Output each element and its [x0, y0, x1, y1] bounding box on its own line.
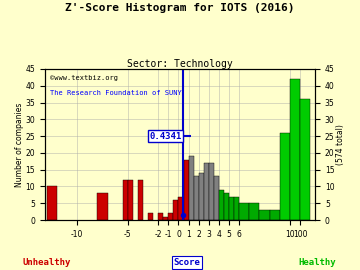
Bar: [280, 133, 290, 220]
Bar: [163, 217, 168, 220]
Bar: [239, 203, 249, 220]
Bar: [270, 210, 280, 220]
Bar: [174, 200, 179, 220]
Bar: [234, 197, 239, 220]
Bar: [168, 213, 174, 220]
Bar: [47, 187, 57, 220]
Bar: [209, 163, 214, 220]
Bar: [300, 99, 310, 220]
Bar: [148, 213, 153, 220]
Bar: [224, 193, 229, 220]
Bar: [204, 163, 209, 220]
Bar: [123, 180, 128, 220]
Bar: [98, 193, 108, 220]
Text: The Research Foundation of SUNY: The Research Foundation of SUNY: [50, 90, 182, 96]
Text: Score: Score: [174, 258, 201, 267]
Title: Sector: Technology: Sector: Technology: [127, 59, 233, 69]
Bar: [260, 210, 270, 220]
Bar: [229, 197, 234, 220]
Text: Z'-Score Histogram for IOTS (2016): Z'-Score Histogram for IOTS (2016): [65, 3, 295, 13]
Bar: [189, 156, 194, 220]
Bar: [179, 197, 184, 220]
Y-axis label: (574 total): (574 total): [336, 124, 345, 165]
Text: Healthy: Healthy: [298, 258, 336, 267]
Text: 0.4341: 0.4341: [150, 131, 182, 141]
Y-axis label: Number of companies: Number of companies: [15, 102, 24, 187]
Bar: [219, 190, 224, 220]
Text: Unhealthy: Unhealthy: [23, 258, 71, 267]
Bar: [184, 160, 189, 220]
Bar: [290, 79, 300, 220]
Bar: [138, 180, 143, 220]
Text: ©www.textbiz.org: ©www.textbiz.org: [50, 75, 118, 81]
Bar: [249, 203, 260, 220]
Bar: [214, 176, 219, 220]
Bar: [128, 180, 133, 220]
Bar: [199, 173, 204, 220]
Bar: [158, 213, 163, 220]
Bar: [194, 176, 199, 220]
